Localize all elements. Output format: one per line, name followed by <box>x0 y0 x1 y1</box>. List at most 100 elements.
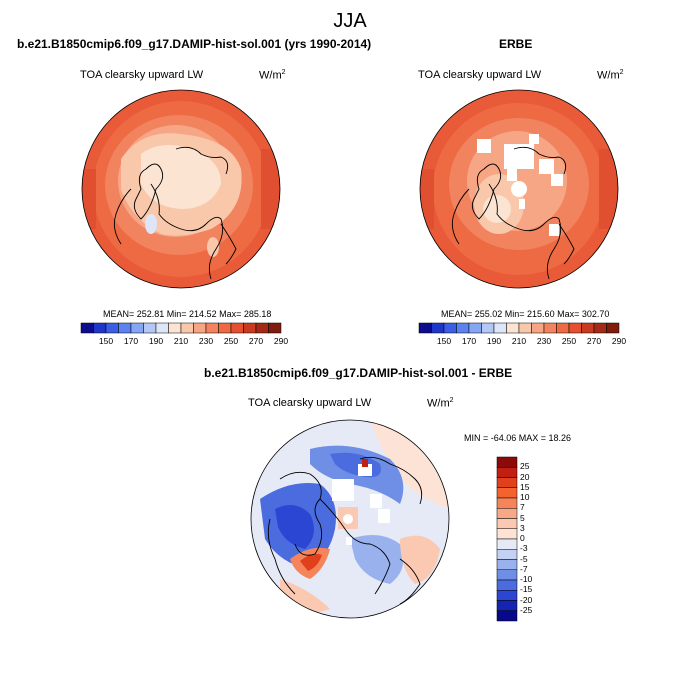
panel-3-colorbar-box <box>496 538 518 550</box>
panel-2-colorbar-box <box>531 322 545 334</box>
page-title: JJA <box>333 10 367 32</box>
panel-3-colorbar-tick-label: 0 <box>520 533 525 543</box>
panel-1-units: W/m2 <box>259 69 286 82</box>
panel-2-colorbar-box <box>431 322 445 334</box>
panel-3-colorbar-tick-label: 15 <box>520 481 530 492</box>
panel-2-colorbar-tick-label: 250 <box>561 336 577 346</box>
panel-2-colorbar-box <box>543 322 557 334</box>
panel-3-units: W/m2 <box>427 397 454 410</box>
panel-2-colorbar-box <box>468 322 482 334</box>
panel-1-colorbar-box <box>155 322 169 334</box>
panel-3-colorbar-tick-label: 25 <box>520 461 530 472</box>
panel-1-colorbar-box <box>180 322 194 334</box>
panel-3-colorbar-tick-label: 20 <box>520 471 530 482</box>
panel-1-colorbar-tick-label: 190 <box>148 336 164 346</box>
panel-2-colorbar-ticks: 150 170 190 210 230 250 270 290 <box>419 336 626 348</box>
panel-1-colorbar-tick-label: 290 <box>273 336 289 346</box>
panel-2-colorbar-tick-label: 190 <box>486 336 502 346</box>
panel-2-stats: MEAN= 255.02 Min= 215.60 Max= 302.70 <box>441 309 610 319</box>
panel-3-colorbar-box <box>496 518 518 529</box>
panel-3-colorbar-box <box>496 487 518 499</box>
panel-3-colorbar-tick-label: -15 <box>520 584 533 595</box>
panel-3-colorbar-tick-label: -25 <box>520 604 533 615</box>
panel-2-colorbar-box <box>606 322 620 334</box>
panel-2-colorbar-tick-label: 170 <box>461 336 477 346</box>
panel-1-colorbar-tick-label: 230 <box>198 336 214 346</box>
panel-2-units: W/m2 <box>597 69 624 82</box>
panel-1-colorbar-box <box>80 322 94 334</box>
panel-3-colorbar-box <box>496 467 518 478</box>
panel-2-colorbar-box <box>481 322 495 334</box>
panel-3-variable-label: TOA clearsky upward LW <box>248 397 372 409</box>
panel-3-polar-map <box>250 419 450 619</box>
panel-2-colorbar-box <box>493 322 507 334</box>
panel-1-title: b.e21.B1850cmip6.f09_g17.DAMIP-hist-sol.… <box>17 37 372 51</box>
panel-2-colorbar-box <box>456 322 470 334</box>
panel-1-colorbar-tick-label: 250 <box>223 336 239 346</box>
panel-3-colorbar-ticks: 25 20 15 10 7 5 3 0 -3 -5 -7 -10 -15 -20 -25 <box>520 457 550 621</box>
panel-3-colorbar-box <box>496 579 518 591</box>
panel-2-colorbar-box <box>443 322 457 334</box>
panel-1-colorbar-ticks: 150 170 190 210 230 250 270 290 <box>81 336 288 348</box>
panel-2-colorbar-tick-label: 210 <box>511 336 527 346</box>
panel-1-colorbar-box <box>143 322 157 334</box>
panel-2-colorbar-tick-label: 270 <box>586 336 602 346</box>
panel-2-colorbar-box <box>556 322 570 334</box>
panel-3-colorbar-box <box>496 477 518 488</box>
panel-3-colorbar-box <box>496 508 518 519</box>
panel-3-colorbar-box <box>496 528 518 540</box>
panel-3-colorbar-tick-label: 3 <box>520 522 525 533</box>
panel-3-colorbar-tick-label: 5 <box>520 512 525 523</box>
panel-1-colorbar-box <box>243 322 257 334</box>
panel-3-colorbar-tick-label: 7 <box>520 502 525 513</box>
panel-1-colorbar-tick-label: 270 <box>248 336 264 346</box>
panel-1-colorbar <box>80 322 282 334</box>
panel-3-colorbar-tick-label: -5 <box>520 553 528 564</box>
panel-2-colorbar-box <box>593 322 607 334</box>
panel-2-colorbar-tick-label: 290 <box>611 336 627 346</box>
panel-1-colorbar-tick-label: 170 <box>123 336 139 346</box>
panel-3-colorbar-box <box>496 590 518 601</box>
panel-1-colorbar-box <box>230 322 244 334</box>
panel-3-colorbar <box>496 456 518 622</box>
panel-2-colorbar-box <box>518 322 532 334</box>
panel-1-colorbar-box <box>268 322 282 334</box>
panel-3-colorbar-box <box>496 610 518 622</box>
panel-3-stats: MIN = -64.06 MAX = 18.26 <box>464 433 572 443</box>
panel-3-colorbar-tick-label: -3 <box>520 543 528 554</box>
panel-3-colorbar-box <box>496 559 518 570</box>
panel-1-colorbar-box <box>255 322 269 334</box>
panel-3-colorbar-tick-label: -10 <box>520 574 533 584</box>
panel-3-colorbar-box <box>496 456 518 468</box>
panel-1-colorbar-box <box>105 322 119 334</box>
panel-3-colorbar-tick-label: 10 <box>520 492 530 502</box>
panel-2-colorbar <box>418 322 620 334</box>
panel-2-colorbar-tick-label: 230 <box>536 336 552 346</box>
panel-2-colorbar-tick-label: 150 <box>436 336 452 346</box>
panel-1-colorbar-box <box>130 322 144 334</box>
panel-2-colorbar-box <box>506 322 520 334</box>
panel-3-colorbar-box <box>496 549 518 560</box>
panel-1-colorbar-box <box>93 322 107 334</box>
panel-3-colorbar-tick-label: -7 <box>520 563 528 574</box>
panel-1-colorbar-box <box>205 322 219 334</box>
panel-2-colorbar-box <box>581 322 595 334</box>
panel-1-colorbar-box <box>168 322 182 334</box>
panel-2-colorbar-box <box>418 322 432 334</box>
panel-2-polar-map <box>419 89 619 289</box>
panel-3-colorbar-box <box>496 569 518 581</box>
panel-3-title: b.e21.B1850cmip6.f09_g17.DAMIP-hist-sol.… <box>204 366 513 380</box>
panel-2-title: ERBE <box>499 37 533 51</box>
panel-1-colorbar-box <box>118 322 132 334</box>
panel-2-variable-label: TOA clearsky upward LW <box>418 69 542 81</box>
panel-1-polar-map <box>81 89 281 289</box>
panel-1-variable-label: TOA clearsky upward LW <box>80 69 204 81</box>
panel-2-colorbar-box <box>568 322 582 334</box>
panel-1-colorbar-box <box>193 322 207 334</box>
panel-1-colorbar-box <box>218 322 232 334</box>
panel-3-colorbar-tick-label: -20 <box>520 594 533 605</box>
panel-1-colorbar-tick-label: 210 <box>173 336 189 346</box>
panel-3-colorbar-box <box>496 600 518 611</box>
panel-1-stats: MEAN= 252.81 Min= 214.52 Max= 285.18 <box>103 309 272 319</box>
panel-3-colorbar-box <box>496 497 518 509</box>
